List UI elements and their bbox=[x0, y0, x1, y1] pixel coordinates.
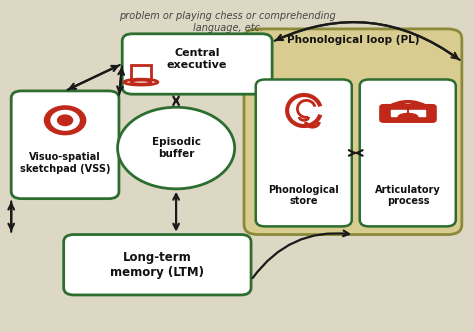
FancyBboxPatch shape bbox=[391, 110, 425, 116]
Ellipse shape bbox=[398, 114, 418, 121]
FancyBboxPatch shape bbox=[11, 91, 119, 199]
Text: Central
executive: Central executive bbox=[167, 48, 228, 70]
Circle shape bbox=[51, 111, 79, 130]
FancyBboxPatch shape bbox=[64, 234, 251, 295]
Circle shape bbox=[57, 115, 73, 125]
FancyBboxPatch shape bbox=[244, 29, 462, 234]
Ellipse shape bbox=[124, 79, 158, 85]
FancyBboxPatch shape bbox=[360, 79, 456, 226]
Text: Long-term
memory (LTM): Long-term memory (LTM) bbox=[110, 251, 204, 279]
Circle shape bbox=[118, 107, 235, 189]
Text: Visuo-spatial
sketchpad (VSS): Visuo-spatial sketchpad (VSS) bbox=[20, 152, 110, 174]
FancyBboxPatch shape bbox=[122, 34, 272, 94]
Circle shape bbox=[45, 106, 86, 135]
Text: Episodic
buffer: Episodic buffer bbox=[152, 137, 201, 159]
Text: Articulatory
process: Articulatory process bbox=[375, 185, 441, 206]
FancyBboxPatch shape bbox=[256, 79, 352, 226]
Text: Phonological loop (PL): Phonological loop (PL) bbox=[287, 35, 419, 45]
FancyBboxPatch shape bbox=[131, 65, 151, 82]
Ellipse shape bbox=[131, 80, 151, 84]
FancyBboxPatch shape bbox=[380, 105, 436, 122]
Text: Phonological
store: Phonological store bbox=[269, 185, 339, 206]
Text: problem or playing chess or comprehending
language, etc.: problem or playing chess or comprehendin… bbox=[119, 11, 336, 33]
